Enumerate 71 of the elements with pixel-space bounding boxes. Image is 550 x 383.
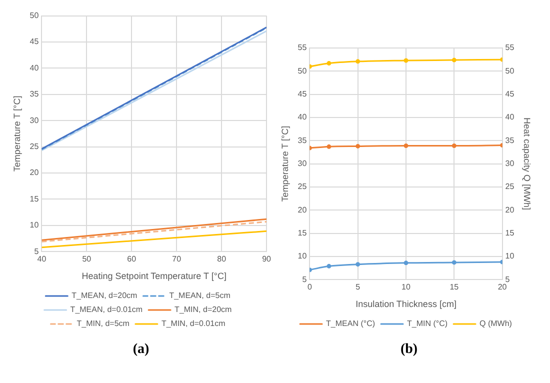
y-tick-label: 15 bbox=[298, 228, 308, 238]
y-tick-label: 20 bbox=[298, 205, 308, 214]
legend-label: T_MIN (°C) bbox=[407, 319, 448, 328]
line-series bbox=[310, 260, 502, 272]
y2-tick-label: 45 bbox=[505, 90, 515, 99]
x-tick-label: 20 bbox=[498, 282, 508, 292]
legend-label: T_MEAN, d=0.01cm bbox=[70, 305, 143, 314]
y-tick-label: 25 bbox=[298, 182, 308, 192]
x-tick-label: 5 bbox=[356, 282, 361, 292]
point bbox=[356, 262, 360, 267]
point bbox=[326, 144, 332, 149]
y2-axis-title: Heat capacity Q [MWh] bbox=[522, 118, 532, 210]
y2-tick-label: 20 bbox=[505, 205, 515, 214]
point bbox=[452, 260, 456, 265]
line-series bbox=[310, 57, 502, 69]
legend-label: T_MEAN, d=5cm bbox=[169, 291, 231, 300]
legend-label: T_MIN, d=20cm bbox=[174, 305, 232, 314]
y2-tick-label: 50 bbox=[505, 66, 515, 76]
text: (b) bbox=[399, 342, 419, 358]
y-tick-label: 20 bbox=[30, 168, 40, 178]
legend-label: T_MIN, d=0.01cm bbox=[161, 319, 226, 328]
x-tick-label: 0 bbox=[307, 282, 312, 292]
y-tick-label: 55 bbox=[298, 43, 308, 52]
y2-tick-label: 5 bbox=[505, 274, 510, 284]
y-tick-label: 35 bbox=[30, 90, 40, 99]
y2-tick-label: 40 bbox=[505, 112, 515, 122]
y2-tick-label: 15 bbox=[505, 228, 515, 238]
y2-tick-label: 55 bbox=[505, 43, 515, 52]
point bbox=[404, 58, 408, 63]
point bbox=[452, 143, 456, 148]
y-tick-label: 5 bbox=[34, 246, 40, 256]
y-tick-label: 40 bbox=[30, 63, 40, 72]
y-tick-label: 5 bbox=[302, 274, 308, 284]
y-tick-label: 40 bbox=[298, 112, 308, 122]
y2-tick-label: 30 bbox=[505, 159, 515, 168]
y-tick-label: 25 bbox=[30, 142, 40, 152]
y-axis-title: Temperature T [°C] bbox=[280, 126, 290, 202]
y-tick-label: 50 bbox=[298, 66, 308, 76]
x-tick-label: 15 bbox=[450, 282, 460, 292]
point bbox=[356, 59, 360, 64]
y-axis-title: Temperature T [°C] bbox=[12, 96, 22, 172]
text: (a) bbox=[132, 342, 150, 358]
y-tick-label: 10 bbox=[30, 220, 40, 230]
y-tick-label: 15 bbox=[30, 194, 40, 204]
y-tick-label: 35 bbox=[298, 136, 308, 145]
legend-label: T_MEAN (°C) bbox=[326, 319, 376, 328]
y2-tick-label: 25 bbox=[505, 182, 515, 192]
point bbox=[356, 144, 360, 148]
point bbox=[452, 58, 456, 62]
y-tick-label: 45 bbox=[298, 90, 308, 99]
x-axis-title: Insulation Thickness [cm] bbox=[356, 299, 456, 310]
x-tick-label: 60 bbox=[127, 254, 137, 264]
point bbox=[326, 264, 332, 268]
legend-label: T_MEAN, d=20cm bbox=[72, 291, 138, 300]
x-tick-label: 40 bbox=[37, 254, 47, 264]
x-tick-label: 50 bbox=[82, 254, 92, 264]
x-tick-label: 90 bbox=[262, 254, 272, 264]
point bbox=[404, 143, 408, 148]
legend-label: T_MIN, d=5cm bbox=[76, 319, 130, 328]
point bbox=[326, 61, 332, 66]
x-tick-label: 80 bbox=[217, 254, 227, 264]
x-tick-label: 70 bbox=[172, 254, 182, 264]
x-axis-title: Heating Setpoint Temperature T [°C] bbox=[82, 271, 226, 282]
y2-tick-label: 35 bbox=[505, 136, 515, 145]
y-tick-label: 30 bbox=[298, 159, 308, 168]
y-tick-label: 45 bbox=[30, 37, 40, 46]
y-tick-label: 50 bbox=[30, 11, 40, 20]
legend-label: Q (MWh) bbox=[480, 319, 512, 328]
y-tick-label: 30 bbox=[30, 116, 40, 125]
point bbox=[404, 260, 408, 266]
x-tick-label: 10 bbox=[402, 282, 411, 292]
